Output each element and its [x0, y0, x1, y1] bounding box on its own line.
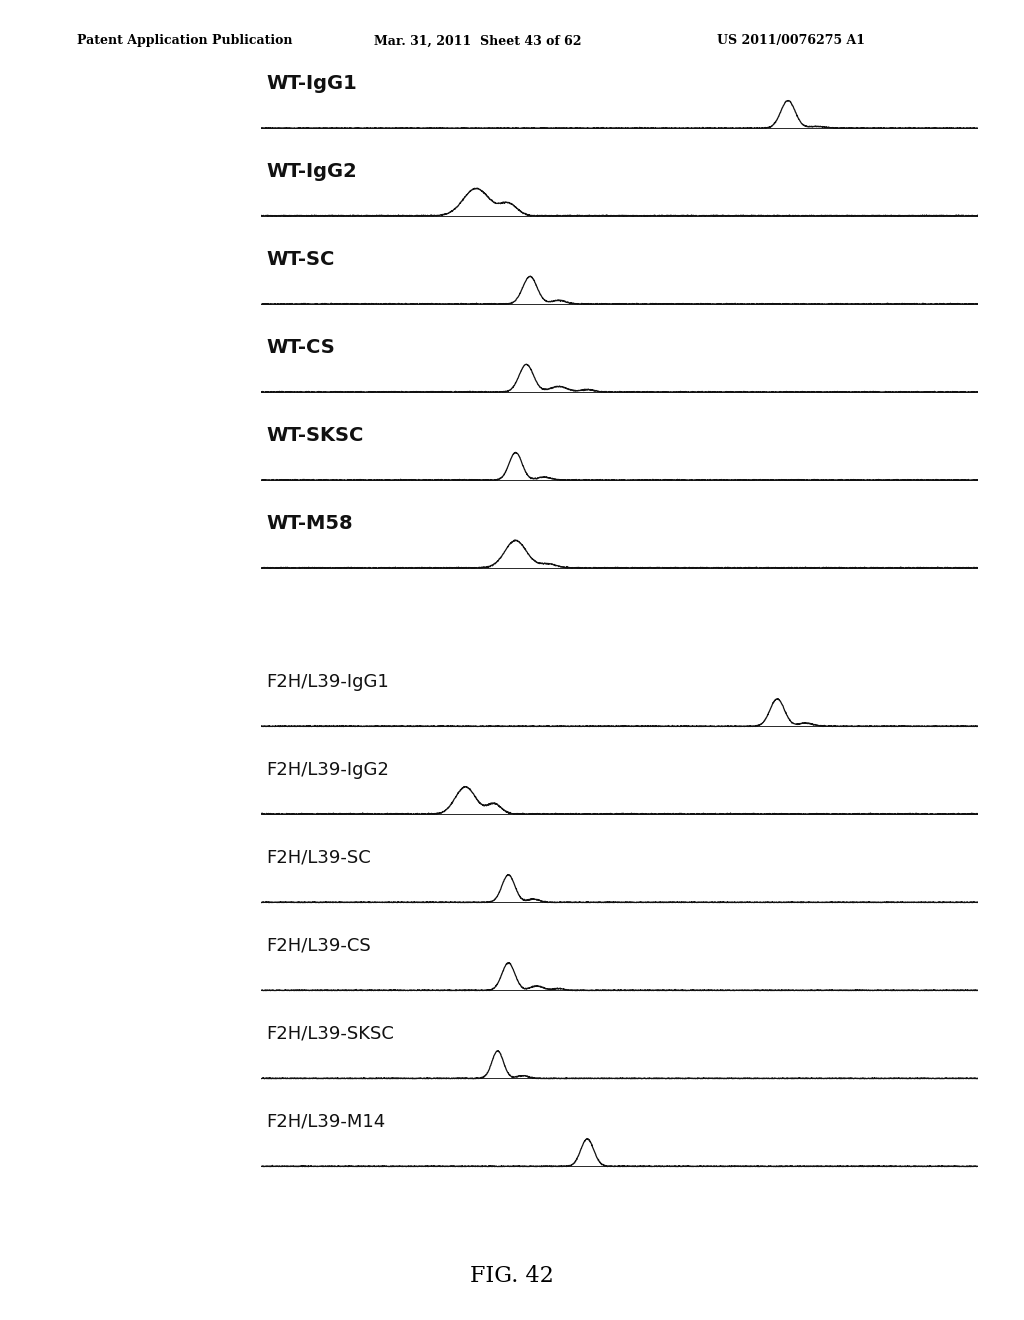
Text: WT-M58: WT-M58: [266, 513, 353, 533]
Text: F2H/L39-SC: F2H/L39-SC: [266, 849, 371, 867]
Text: US 2011/0076275 A1: US 2011/0076275 A1: [717, 34, 865, 48]
Text: WT-SC: WT-SC: [266, 249, 335, 269]
Text: Mar. 31, 2011  Sheet 43 of 62: Mar. 31, 2011 Sheet 43 of 62: [374, 34, 582, 48]
Text: WT-IgG2: WT-IgG2: [266, 162, 357, 181]
Text: Patent Application Publication: Patent Application Publication: [77, 34, 292, 48]
Text: F2H/L39-M14: F2H/L39-M14: [266, 1113, 385, 1131]
Text: F2H/L39-CS: F2H/L39-CS: [266, 937, 371, 954]
Text: WT-IgG1: WT-IgG1: [266, 74, 357, 92]
Text: WT-CS: WT-CS: [266, 338, 335, 356]
Text: F2H/L39-IgG1: F2H/L39-IgG1: [266, 673, 389, 690]
Text: FIG. 42: FIG. 42: [470, 1265, 554, 1287]
Text: WT-SKSC: WT-SKSC: [266, 426, 364, 445]
Text: F2H/L39-IgG2: F2H/L39-IgG2: [266, 760, 389, 779]
Text: F2H/L39-SKSC: F2H/L39-SKSC: [266, 1024, 394, 1043]
